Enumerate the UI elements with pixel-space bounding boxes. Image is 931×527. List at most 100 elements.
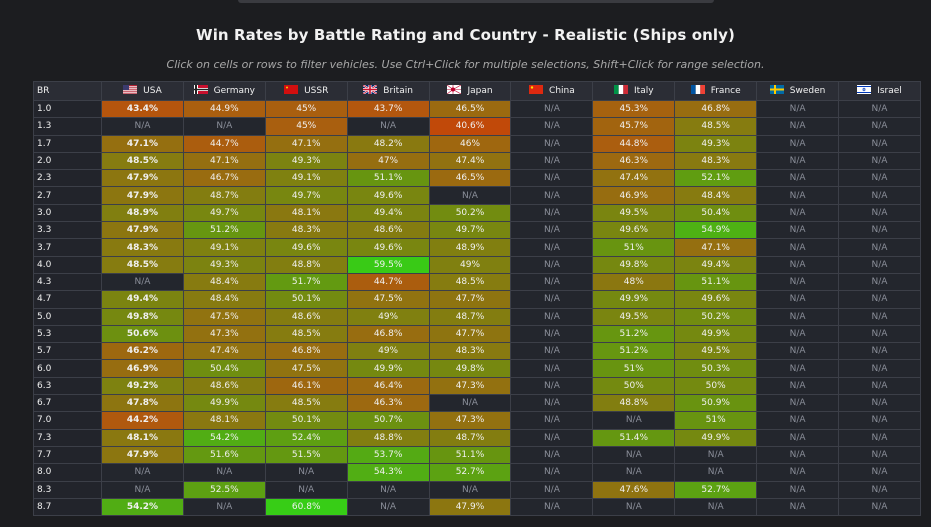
winrate-cell[interactable]: 49.9% [674,324,758,344]
winrate-cell[interactable]: N/A [756,342,840,361]
winrate-cell[interactable]: 49.6% [346,238,430,257]
winrate-cell[interactable]: 51.5% [264,445,348,465]
br-cell[interactable]: 1.7 [33,134,102,153]
winrate-cell[interactable]: N/A [182,463,266,482]
winrate-cell[interactable]: 50.4% [182,359,266,378]
winrate-cell[interactable]: 47.9% [101,186,184,205]
winrate-cell[interactable]: N/A [592,445,676,465]
winrate-cell[interactable]: 46.3% [592,151,676,171]
winrate-cell[interactable]: N/A [838,255,921,274]
winrate-cell[interactable]: 50.7% [346,411,430,430]
winrate-cell[interactable]: 54.2% [101,497,184,517]
winrate-cell[interactable]: 49.1% [264,169,348,188]
winrate-cell[interactable]: 49.9% [592,290,676,309]
br-cell[interactable]: 2.7 [33,186,102,205]
winrate-cell[interactable]: N/A [510,238,594,257]
winrate-cell[interactable]: 51.7% [264,272,348,292]
winrate-cell[interactable]: N/A [838,342,921,361]
table-row[interactable]: 3.3 47.9% 51.2% 48.3% 48.6% 49.7% N/A 49.6% 54.9… [33,221,921,240]
winrate-cell[interactable]: 49.8% [428,359,512,378]
winrate-cell[interactable]: 49.3% [674,134,758,153]
winrate-cell[interactable]: 59.5% [346,255,430,274]
winrate-cell[interactable]: N/A [346,117,430,136]
column-header-germany[interactable]: Germany [182,81,266,101]
column-header-sweden[interactable]: Sweden [756,81,840,101]
winrate-cell[interactable]: 44.9% [182,99,266,119]
winrate-cell[interactable]: N/A [510,359,594,378]
winrate-cell[interactable]: 47.9% [101,221,184,240]
br-cell[interactable]: 2.3 [33,169,102,188]
winrate-cell[interactable]: 50.6% [101,324,184,344]
br-cell[interactable]: 4.7 [33,290,102,309]
winrate-cell[interactable]: 48.3% [428,342,512,361]
winrate-cell[interactable]: 48.9% [428,238,512,257]
table-row[interactable]: 5.3 50.6% 47.3% 48.5% 46.8% 47.7% N/A 51.2% 49.9… [33,324,921,344]
winrate-cell[interactable]: N/A [838,238,921,257]
winrate-cell[interactable]: N/A [756,290,840,309]
winrate-cell[interactable]: 47.4% [592,169,676,188]
winrate-cell[interactable]: N/A [182,117,266,136]
winrate-cell[interactable]: 47.5% [346,290,430,309]
winrate-cell[interactable]: N/A [510,480,594,499]
winrate-cell[interactable]: N/A [838,186,921,205]
winrate-cell[interactable]: N/A [756,238,840,257]
winrate-cell[interactable]: N/A [838,272,921,292]
winrate-cell[interactable]: 50% [674,376,758,396]
winrate-cell[interactable]: 51% [592,238,676,257]
winrate-cell[interactable]: 46.1% [264,376,348,396]
winrate-cell[interactable]: N/A [264,480,348,499]
winrate-cell[interactable]: 49.9% [182,394,266,413]
winrate-cell[interactable]: 48.5% [674,117,758,136]
table-row[interactable]: 1.7 47.1% 44.7% 47.1% 48.2% 46% N/A 44.8% 49.3% N… [33,134,921,153]
winrate-cell[interactable]: 48.6% [346,221,430,240]
winrate-cell[interactable]: N/A [510,497,594,517]
column-header-britain[interactable]: Britain [346,81,430,101]
winrate-cell[interactable]: 51.1% [428,445,512,465]
winrate-cell[interactable]: 48.8% [264,255,348,274]
winrate-cell[interactable]: 47.3% [428,411,512,430]
winrate-cell[interactable]: 50.3% [674,359,758,378]
winrate-cell[interactable]: 45.3% [592,99,676,119]
winrate-cell[interactable]: 52.4% [264,428,348,447]
table-row[interactable]: 1.0 43.4% 44.9% 45% 43.7% 46.5% N/A 45.3% 46.8% N… [33,99,921,119]
winrate-cell[interactable]: 48.2% [346,134,430,153]
winrate-cell[interactable]: 50% [592,376,676,396]
winrate-cell[interactable]: 49.8% [101,307,184,326]
winrate-cell[interactable]: 46.5% [428,169,512,188]
winrate-cell[interactable]: N/A [756,151,840,171]
winrate-cell[interactable]: 48.7% [428,307,512,326]
winrate-cell[interactable]: 60.8% [264,497,348,517]
br-cell[interactable]: 8.7 [33,497,102,517]
winrate-cell[interactable]: N/A [101,272,184,292]
winrate-cell[interactable]: 48.7% [182,186,266,205]
winrate-cell[interactable]: N/A [756,99,840,119]
winrate-cell[interactable]: 47.4% [182,342,266,361]
br-cell[interactable]: 1.3 [33,117,102,136]
table-row[interactable]: 7.3 48.1% 54.2% 52.4% 48.8% 48.7% N/A 51.4% 49.9… [33,428,921,447]
winrate-cell[interactable]: N/A [756,117,840,136]
winrate-cell[interactable]: N/A [510,445,594,465]
winrate-cell[interactable]: 46.2% [101,342,184,361]
winrate-cell[interactable]: N/A [510,169,594,188]
br-cell[interactable]: 3.0 [33,203,102,223]
winrate-cell[interactable]: 49.9% [674,428,758,447]
winrate-cell[interactable]: 49.9% [346,359,430,378]
winrate-cell[interactable]: 54.3% [346,463,430,482]
br-column-header[interactable]: BR [33,81,102,101]
winrate-cell[interactable]: 48.1% [101,428,184,447]
winrate-cell[interactable]: 44.2% [101,411,184,430]
winrate-cell[interactable]: N/A [510,324,594,344]
winrate-cell[interactable]: 47.8% [101,394,184,413]
winrate-cell[interactable]: N/A [510,411,594,430]
winrate-cell[interactable]: 50.1% [264,411,348,430]
winrate-cell[interactable]: 46.8% [674,99,758,119]
winrate-cell[interactable]: 51.2% [592,324,676,344]
winrate-cell[interactable]: N/A [510,117,594,136]
winrate-cell[interactable]: 49.2% [101,376,184,396]
winrate-cell[interactable]: 48.5% [264,324,348,344]
winrate-cell[interactable]: 53.7% [346,445,430,465]
winrate-cell[interactable]: N/A [428,480,512,499]
winrate-cell[interactable]: N/A [838,307,921,326]
br-cell[interactable]: 4.3 [33,272,102,292]
winrate-cell[interactable]: 46.4% [346,376,430,396]
